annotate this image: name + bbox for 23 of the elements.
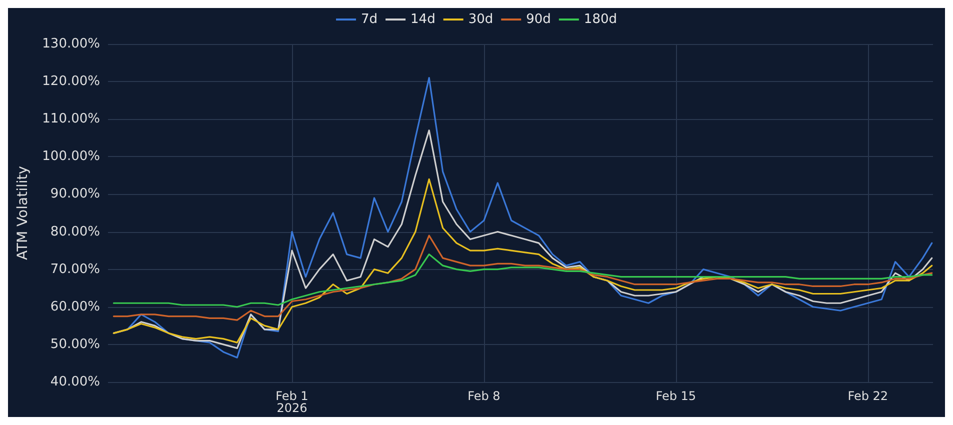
y-tick-label: 40.00% [50, 374, 100, 390]
y-tick-label: 130.00% [42, 36, 100, 52]
y-tick-label: 120.00% [42, 74, 100, 90]
legend-label: 90d [526, 12, 551, 27]
y-tick-label: 90.00% [50, 186, 100, 202]
legend-label: 30d [468, 12, 494, 27]
line-series [112, 254, 933, 308]
legend-label: 180d [584, 12, 617, 27]
y-tick-label: 80.00% [50, 224, 100, 240]
x-tick-label: Feb 1 2026 [276, 389, 308, 415]
x-tick-label: Feb 15 [656, 389, 696, 403]
x-tick-label: Feb 8 [468, 389, 500, 403]
x-tick-label: Feb 22 [848, 389, 888, 403]
line-series [112, 178, 933, 344]
y-tick-label: 70.00% [50, 262, 100, 277]
y-tick-label: 100.00% [42, 149, 100, 164]
y-tick-label: 60.00% [50, 299, 100, 314]
y-tick-label: 110.00% [42, 112, 100, 127]
y-tick-label: 50.00% [50, 336, 100, 352]
legend-label: 14d [410, 12, 436, 27]
y-axis-title: ATM Volatility [15, 166, 31, 260]
line-series [112, 234, 933, 321]
legend-label: 7d [361, 12, 378, 27]
